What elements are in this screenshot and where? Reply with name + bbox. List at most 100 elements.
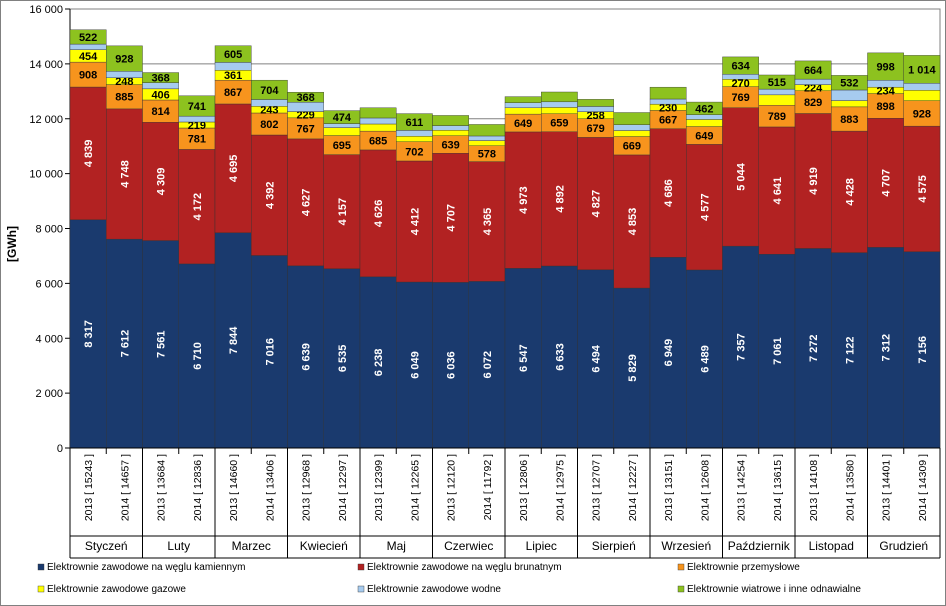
x-category-label: 2013 [ 12968 ]: [301, 454, 313, 521]
bar-segment: [251, 99, 288, 107]
bar-segment: [214, 62, 252, 71]
bar-segment: [178, 115, 216, 123]
data-label: 998: [876, 62, 894, 74]
month-label: Sierpień: [592, 539, 636, 553]
legend-label: Elektrownie zawodowe gazowe: [47, 584, 186, 595]
bar-segment: [794, 78, 832, 85]
x-category-label: 2014 [ 12297 ]: [337, 454, 349, 521]
bar-segment: [758, 88, 796, 96]
data-label: 928: [115, 54, 133, 66]
bar-segment: [686, 119, 723, 127]
data-label: 532: [840, 78, 858, 90]
bar-segment: [649, 86, 687, 100]
y-tick-label: 8 000: [35, 224, 63, 236]
bar-segment: [432, 125, 469, 131]
bar-segment: [903, 83, 941, 91]
x-category-label: 2014 [ 14309 ]: [917, 454, 929, 521]
y-tick-label: 16 000: [29, 4, 63, 16]
bar-segment: [794, 248, 832, 449]
data-label: 669: [623, 141, 641, 153]
bar-segment: [504, 102, 542, 109]
data-label: 1 014: [908, 64, 936, 76]
data-label: 4 392: [264, 181, 276, 209]
data-label: 4 627: [301, 189, 313, 217]
x-category-label: 2014 [ 11792 ]: [482, 454, 494, 520]
data-label: 4 707: [446, 204, 458, 232]
bar-segment: [686, 269, 723, 449]
bar-segment: [106, 45, 143, 72]
data-label: 6 949: [663, 339, 675, 367]
month-label: Listopad: [809, 539, 854, 553]
data-label: 229: [296, 110, 314, 122]
bar-segment: [649, 98, 687, 105]
data-label: 368: [296, 92, 314, 104]
data-label: 7 156: [917, 336, 929, 364]
bar-segment: [831, 89, 868, 101]
bar-segment: [106, 238, 143, 449]
data-label: 219: [188, 120, 206, 132]
bar-segment: [396, 136, 433, 142]
bar-segment: [758, 94, 796, 106]
bar-segment: [359, 123, 397, 132]
bar-segment: [504, 107, 542, 115]
data-label: 664: [804, 65, 823, 77]
data-label: 234: [876, 85, 895, 97]
x-category-label: 2014 [ 12836 ]: [192, 454, 204, 521]
month-label: Luty: [167, 539, 190, 553]
legend-swatch: [37, 585, 45, 593]
month-label: Wrzesień: [661, 539, 711, 553]
bar-segment: [758, 126, 796, 255]
bar-segment: [867, 80, 904, 88]
data-label: 454: [79, 51, 98, 63]
bar-segment: [214, 45, 252, 63]
data-label: 4 695: [228, 155, 240, 183]
bar-segment: [686, 114, 723, 120]
data-label: 230: [659, 102, 677, 114]
bar-segment: [69, 29, 107, 45]
month-label: Marzec: [232, 539, 271, 553]
data-label: 4 428: [844, 178, 856, 206]
y-tick-label: 2 000: [35, 388, 63, 400]
data-label: 8 317: [83, 320, 95, 348]
data-label: 5 829: [627, 354, 639, 382]
data-label: 667: [659, 115, 677, 127]
data-label: 7 612: [119, 330, 131, 358]
bar-segment: [287, 91, 324, 103]
x-category-label: 2014 [ 13580 ]: [844, 454, 856, 521]
x-category-label: 2014 [ 12227 ]: [627, 454, 639, 521]
data-label: 7 561: [156, 331, 168, 359]
data-label: 4 919: [808, 167, 820, 195]
data-label: 4 686: [663, 179, 675, 207]
bar-segment: [106, 84, 143, 110]
data-label: 802: [260, 119, 278, 131]
bar-segment: [577, 99, 614, 107]
month-label: Czerwiec: [444, 539, 493, 553]
data-label: 928: [913, 108, 931, 120]
data-label: 679: [586, 123, 604, 135]
bar-segment: [106, 71, 143, 78]
month-label: Lipiec: [526, 539, 557, 553]
bar-segment: [867, 118, 904, 248]
bar-segment: [831, 130, 868, 253]
x-category-label: 2014 [ 13406 ]: [264, 454, 276, 521]
data-label: 6 036: [446, 351, 458, 379]
data-label: 578: [478, 149, 496, 161]
data-label: 769: [731, 92, 749, 104]
bar-segment: [613, 154, 651, 289]
bar-segment: [831, 106, 868, 132]
bar-segment: [541, 107, 578, 114]
bar-segment: [577, 106, 614, 112]
bar-segment: [613, 112, 651, 125]
y-tick-label: 14 000: [29, 59, 63, 71]
bar-segment: [69, 86, 107, 221]
data-label: 605: [224, 49, 242, 61]
data-label: 611: [406, 117, 424, 129]
bar-segment: [541, 265, 578, 449]
data-label: 659: [550, 118, 568, 130]
data-label: 6 547: [518, 344, 530, 372]
data-label: 741: [188, 101, 206, 113]
data-label: 6 710: [192, 342, 204, 370]
bar-segment: [758, 254, 796, 449]
data-label: 462: [695, 103, 713, 115]
